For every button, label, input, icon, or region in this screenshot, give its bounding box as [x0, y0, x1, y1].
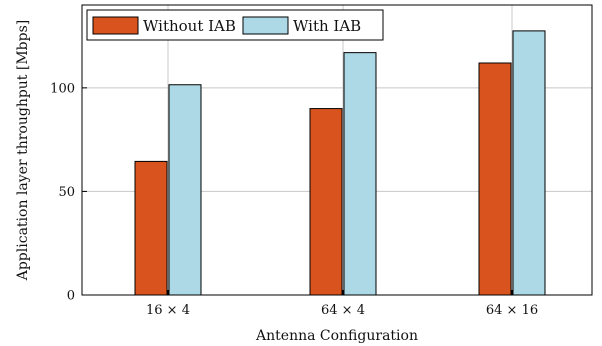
bar-without-iab-64-4: [309, 108, 343, 296]
y-tick-label: 50: [58, 185, 75, 200]
legend-label-without-iab: Without IAB: [143, 17, 236, 35]
plot-frame: [81, 4, 593, 296]
legend-swatch-with-iab: [242, 16, 289, 35]
axis-layer: 0 50 100 16 × 4 64 × 4 64 × 16: [50, 81, 538, 318]
bars-layer: [134, 30, 546, 296]
y-tick-label: 100: [50, 81, 75, 96]
y-axis-label: Application layer throughput [Mbps]: [15, 20, 31, 282]
bar-with-iab-64-16: [512, 30, 546, 296]
legend-label-with-iab: With IAB: [293, 17, 361, 35]
y-tick-label: 0: [67, 289, 75, 304]
legend-swatch-without-iab: [92, 16, 139, 35]
x-tick-label-64-4: 64 × 4: [321, 303, 365, 318]
bar-without-iab-64-16: [478, 62, 512, 296]
x-tick-label-64-16: 64 × 16: [486, 303, 538, 318]
bar-with-iab-64-4: [343, 52, 377, 296]
legend: Without IAB With IAB: [86, 9, 384, 41]
bar-without-iab-16-4: [134, 160, 168, 296]
bar-with-iab-16-4: [168, 84, 202, 296]
x-tick-label-16-4: 16 × 4: [146, 303, 190, 318]
x-axis-label: Antenna Configuration: [255, 328, 418, 344]
